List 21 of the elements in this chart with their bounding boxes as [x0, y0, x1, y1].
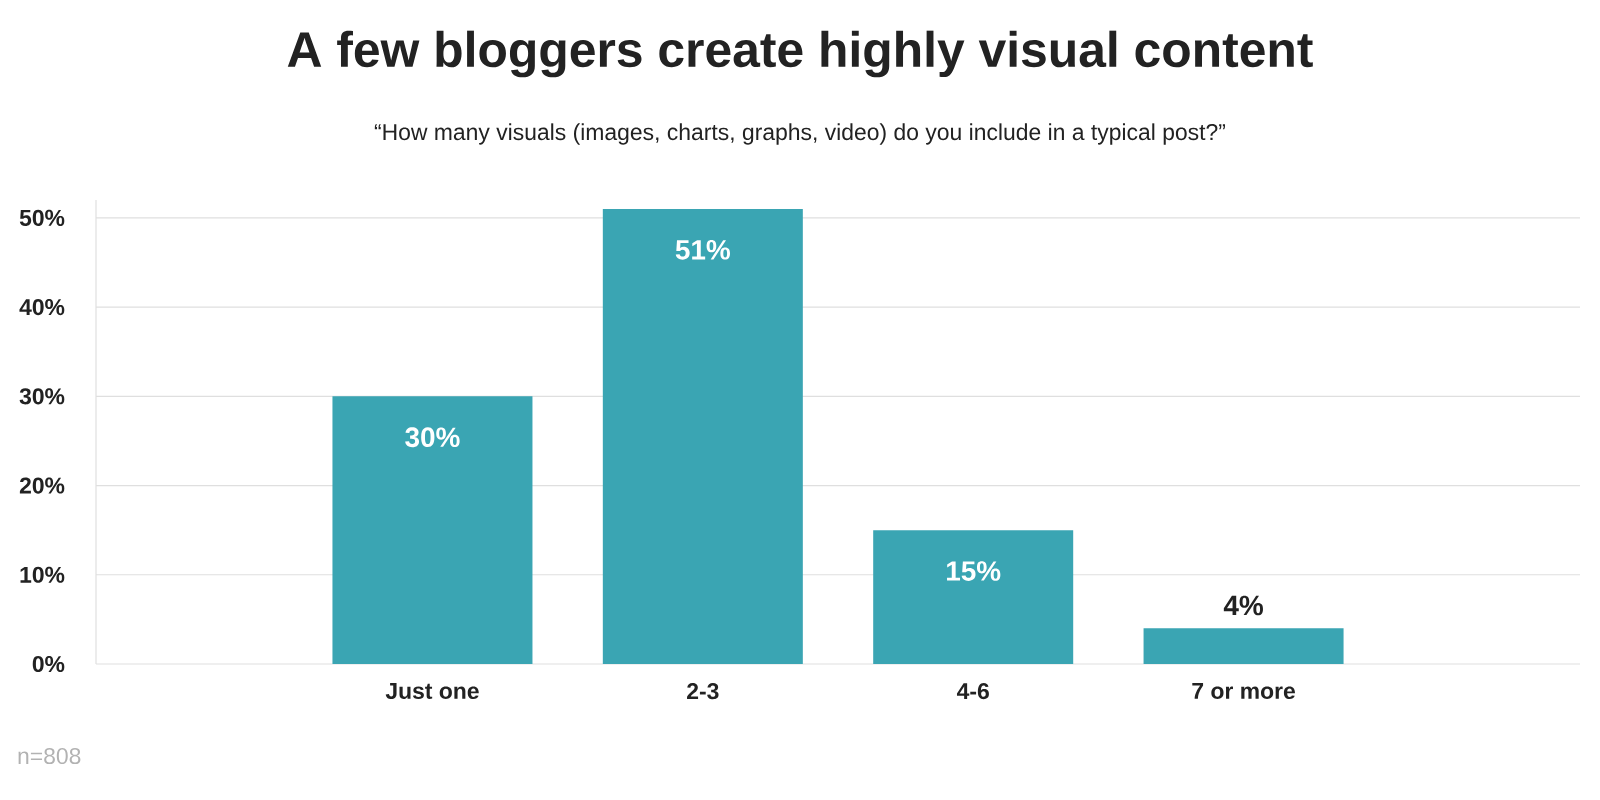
y-tick-label: 30% [19, 388, 65, 405]
x-tick-label: 2-3 [687, 683, 719, 700]
y-tick-label: 40% [19, 298, 65, 316]
data-label: 15% [947, 561, 1001, 581]
y-tick-label: 0% [32, 655, 65, 673]
y-tick-label: 20% [19, 477, 65, 494]
bar [602, 208, 803, 664]
data-label: 30% [405, 427, 460, 448]
chart-title: A few bloggers create highly visual content [287, 30, 1313, 78]
x-tick-label: 4-6 [956, 683, 989, 700]
bar [873, 530, 1074, 664]
y-tick-label: 10% [20, 566, 65, 583]
x-tick-label: Just one [385, 683, 479, 700]
y-tick-label: 50% [19, 209, 65, 226]
bar [1143, 628, 1344, 664]
data-label: 51% [675, 239, 730, 260]
data-label: 4% [1223, 595, 1263, 616]
bar [332, 396, 533, 664]
x-tick-label: 7 or more [1192, 683, 1295, 700]
chart-subtitle: “How many visuals (images, charts, graphs, video) do you include in a typical post?” [374, 123, 1226, 145]
text: n=808 [18, 747, 81, 765]
